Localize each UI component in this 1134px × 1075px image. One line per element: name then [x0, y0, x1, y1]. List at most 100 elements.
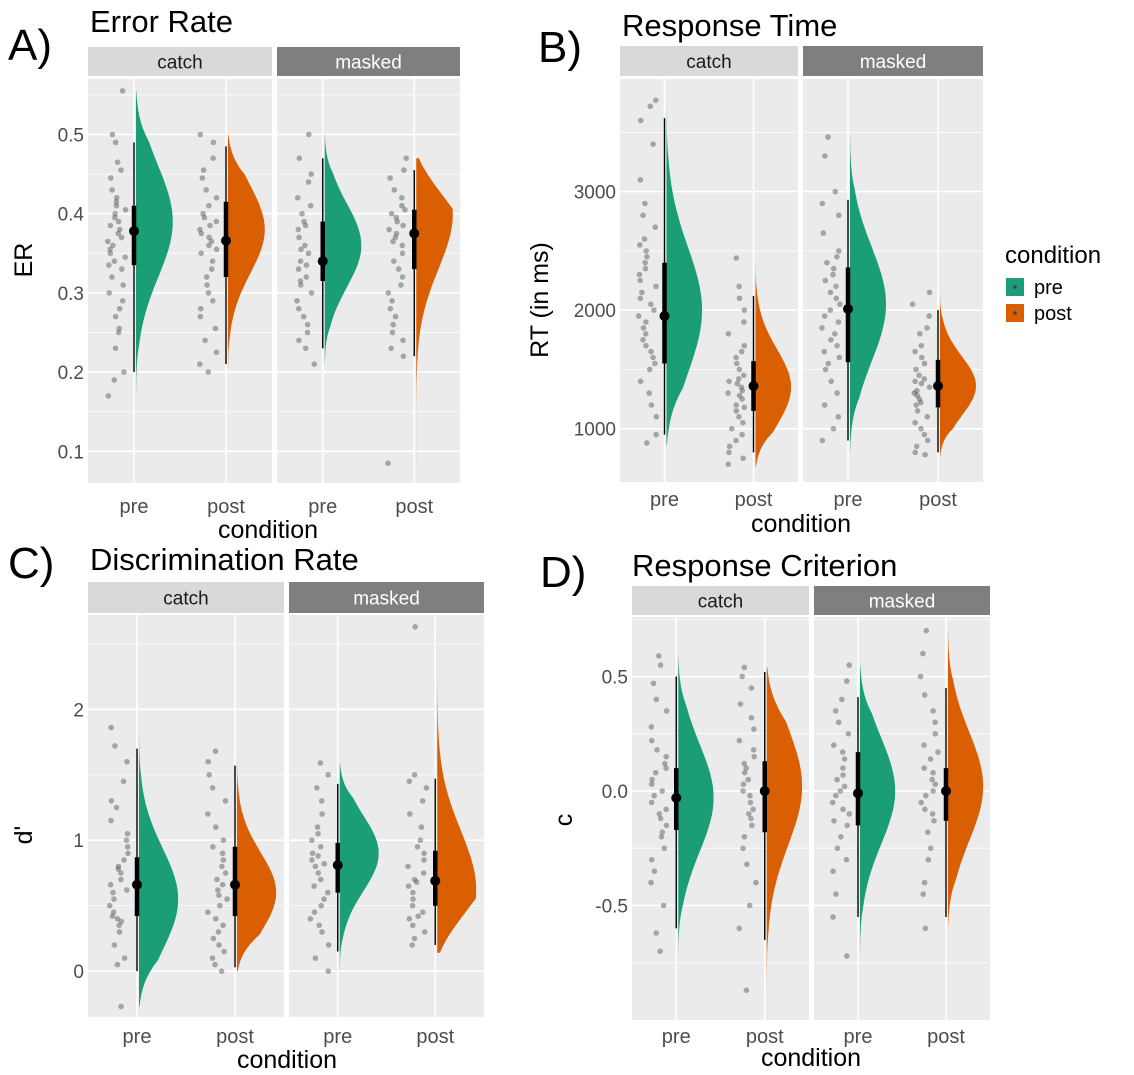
data-point: [318, 798, 325, 804]
x-tick-label: post: [395, 496, 433, 518]
data-point: [296, 305, 302, 312]
y-tick-label: 3000: [574, 183, 616, 204]
data-point: [663, 708, 670, 714]
data-point: [825, 134, 831, 140]
density-pre: [339, 762, 379, 972]
data-point: [219, 881, 226, 888]
facet-strip: [88, 47, 272, 76]
data-point: [208, 238, 215, 245]
data-point: [922, 806, 928, 813]
data-point: [734, 380, 741, 387]
data-point: [654, 747, 660, 753]
data-point: [106, 290, 112, 296]
data-point: [921, 431, 928, 438]
data-point: [822, 277, 829, 284]
x-tick-label: post: [416, 1026, 454, 1048]
data-point: [830, 914, 836, 920]
data-point: [741, 769, 748, 776]
data-point: [739, 431, 745, 438]
data-point: [648, 879, 654, 886]
data-point: [923, 627, 930, 634]
data-point: [652, 360, 658, 367]
data-point: [325, 968, 332, 974]
data-point: [298, 282, 304, 288]
data-point: [656, 653, 662, 659]
data-point: [834, 845, 841, 852]
data-point: [663, 806, 669, 813]
data-point: [399, 202, 405, 209]
data-point: [116, 305, 123, 312]
data-point: [836, 248, 842, 254]
data-point: [740, 455, 746, 462]
data-point: [843, 856, 850, 863]
data-point: [917, 673, 924, 680]
density-pre: [324, 134, 362, 365]
data-point: [663, 765, 669, 771]
data-point: [118, 918, 125, 925]
data-point: [644, 253, 650, 260]
data-point: [418, 824, 425, 830]
data-point: [640, 325, 647, 331]
data-point: [116, 226, 123, 233]
data-point: [825, 360, 832, 367]
data-point: [410, 922, 416, 929]
data-point: [124, 844, 131, 850]
facet-strip-label: masked: [860, 52, 927, 73]
data-point: [212, 748, 219, 754]
data-point: [222, 798, 229, 804]
data-point: [205, 909, 211, 915]
data-point: [305, 179, 312, 185]
data-point: [109, 131, 116, 138]
data-point: [653, 431, 659, 438]
y-tick-label: 0: [73, 962, 84, 983]
x-tick-label: pre: [123, 1026, 152, 1048]
data-point: [109, 187, 115, 193]
data-point: [197, 226, 203, 233]
y-axis-label: c: [550, 814, 578, 827]
data-point: [413, 879, 420, 885]
data-point: [918, 380, 925, 387]
facet-strip-label: masked: [335, 53, 402, 74]
data-point: [745, 776, 751, 783]
data-point: [393, 230, 400, 237]
data-point: [114, 159, 121, 165]
chart-panel-c: C) Discrimination Rated'condition012catch…: [8, 539, 484, 1074]
x-tick-label: post: [735, 489, 773, 511]
data-point: [657, 815, 664, 822]
data-point: [118, 870, 124, 876]
data-point: [219, 850, 226, 857]
data-point: [821, 402, 828, 408]
data-point: [921, 742, 927, 748]
data-point: [112, 214, 118, 221]
data-point: [917, 331, 923, 337]
data-point: [648, 856, 655, 863]
data-point: [753, 879, 759, 886]
data-point: [420, 870, 427, 876]
data-point: [912, 378, 918, 385]
data-point: [751, 726, 757, 732]
data-point: [388, 345, 394, 352]
data-point: [830, 271, 836, 278]
data-point: [927, 845, 934, 852]
data-point: [916, 372, 922, 379]
data-point: [839, 696, 845, 703]
raincloud-post: [205, 748, 277, 974]
data-point: [409, 902, 416, 909]
data-point: [406, 778, 413, 785]
data-point: [388, 210, 395, 217]
data-point: [642, 265, 649, 272]
data-point: [736, 392, 743, 399]
data-point: [198, 250, 204, 257]
density-post: [437, 626, 477, 953]
data-point: [746, 811, 752, 817]
median-point: [430, 875, 441, 886]
median-point: [221, 235, 231, 246]
y-tick-label: 2000: [574, 301, 616, 322]
data-point: [925, 856, 932, 863]
data-point: [726, 449, 732, 456]
data-point: [414, 844, 421, 850]
data-point: [114, 961, 121, 968]
data-point: [650, 354, 656, 361]
data-point: [728, 425, 735, 432]
data-point: [321, 896, 327, 902]
